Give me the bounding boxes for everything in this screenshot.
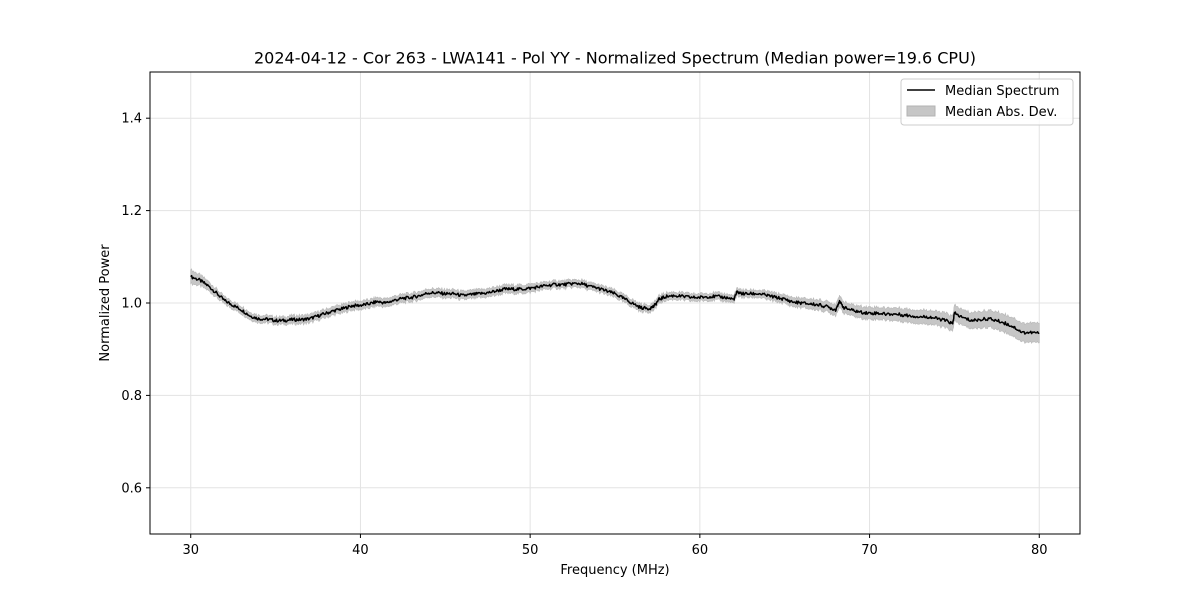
- x-tick-label: 50: [522, 543, 539, 558]
- y-axis-label: Normalized Power: [98, 244, 113, 362]
- x-tick-label: 30: [182, 543, 199, 558]
- x-tick-label: 70: [861, 543, 878, 558]
- legend-band-swatch: [906, 105, 936, 117]
- y-tick-label: 1.4: [121, 112, 142, 127]
- y-tick-label: 0.8: [121, 389, 142, 404]
- legend-label-median-abs-dev: Median Abs. Dev.: [945, 105, 1057, 120]
- y-tick-label: 1.0: [121, 297, 142, 312]
- y-tick-label: 1.2: [121, 204, 142, 219]
- legend-box: [900, 78, 1074, 126]
- median-spectrum-line: [190, 274, 1040, 335]
- x-tick-label: 60: [692, 543, 709, 558]
- x-tick-label: 80: [1031, 543, 1048, 558]
- legend: Median Spectrum Median Abs. Dev.: [900, 78, 1074, 126]
- x-axis-label: Frequency (MHz): [560, 563, 669, 578]
- y-axis-ticks: 0.6 0.8 1.0 1.2 1.4: [121, 112, 150, 496]
- y-tick-label: 0.6: [121, 481, 142, 496]
- chart-title: 2024-04-12 - Cor 263 - LWA141 - Pol YY -…: [254, 49, 976, 68]
- x-tick-label: 40: [352, 543, 369, 558]
- median-line-layer: [190, 274, 1040, 335]
- x-axis-ticks: 30 40 50 60 70 80: [182, 534, 1048, 558]
- legend-label-median-spectrum: Median Spectrum: [945, 84, 1059, 99]
